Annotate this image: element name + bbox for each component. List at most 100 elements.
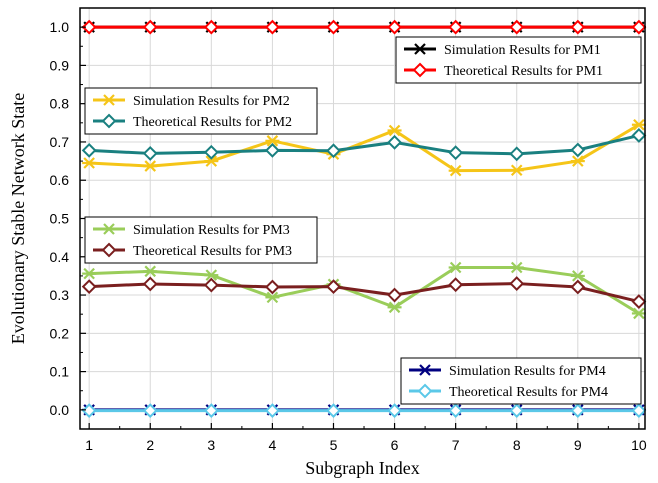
marker-stroke [572, 270, 584, 282]
x-tick-label: 8 [513, 437, 521, 453]
data-point [81, 19, 97, 35]
data-point [142, 19, 158, 35]
data-point [509, 164, 524, 177]
marker-stroke [205, 269, 218, 281]
legend-label: Simulation Results for PM3 [133, 223, 290, 238]
data-point [448, 403, 464, 419]
legend-box [395, 36, 642, 84]
y-tick-label: 0.3 [50, 287, 70, 303]
data-point [509, 19, 525, 35]
data-point [143, 265, 158, 278]
y-tick-label: 0.5 [50, 211, 70, 227]
data-point [204, 269, 219, 281]
data-point [387, 19, 402, 35]
data-point [265, 135, 280, 147]
legend-entry: Theoretical Results for PM4 [409, 383, 608, 400]
marker-stroke [633, 118, 645, 131]
series-4 [81, 128, 647, 162]
legend-entry: Theoretical Results for PM1 [404, 62, 603, 79]
data-point [326, 403, 341, 419]
y-tick-label: 0.8 [50, 96, 70, 112]
marker-stroke [103, 94, 115, 106]
data-point [631, 19, 647, 35]
marker-stroke [144, 160, 157, 172]
legend-swatch-marker [101, 242, 117, 258]
y-tick-label: 1.0 [50, 19, 70, 35]
data-point [204, 155, 219, 167]
data-point [326, 279, 341, 295]
legend-label: Simulation Results for PM4 [449, 364, 606, 379]
legend-entry: Simulation Results for PM4 [409, 364, 606, 379]
series-line [89, 265, 640, 315]
marker-stroke [83, 267, 95, 280]
x-tick-label: 10 [631, 437, 647, 453]
data-point [82, 267, 97, 280]
data-point [631, 118, 646, 131]
legend-label: Simulation Results for PM1 [444, 43, 601, 58]
data-point [82, 157, 97, 169]
marker-stroke [83, 157, 95, 169]
data-point [509, 276, 525, 291]
data-point [387, 403, 402, 419]
data-point [264, 279, 280, 295]
legend-box [84, 87, 318, 135]
data-point [448, 277, 464, 293]
data-point [509, 146, 525, 162]
legend-label: Simulation Results for PM2 [133, 94, 290, 109]
data-point [142, 146, 158, 161]
data-point [570, 155, 585, 167]
legend-entry: Simulation Results for PM2 [93, 94, 290, 109]
ticks: 1 2 3 4 5 6 7 8 9 10 0.0 0.1 0.2 0.3 0.4 0.5 0.6 0.7 0.8 0.… [50, 7, 647, 453]
data-point [81, 142, 97, 158]
data-point [570, 270, 585, 282]
data-point [143, 160, 158, 172]
marker-stroke [388, 124, 401, 137]
data-point [264, 142, 280, 158]
data-point [570, 19, 586, 35]
data-point [203, 277, 219, 293]
x-tick-label: 2 [146, 437, 154, 453]
series-line [89, 133, 640, 156]
legend-top-right: Simulation Results for PM1 Theoretical Re… [395, 36, 642, 84]
data-point [203, 144, 219, 160]
series-5 [82, 261, 646, 320]
data-point [387, 287, 402, 303]
y-tick-label: 0.9 [50, 57, 70, 73]
series-line [89, 282, 640, 304]
x-tick-label: 9 [574, 437, 582, 453]
legend-swatch-marker [102, 223, 116, 235]
legend-label: Theoretical Results for PM1 [444, 64, 603, 79]
data-point [448, 19, 464, 35]
y-tick-label: 0.1 [50, 364, 70, 380]
y-tick-label: 0.2 [50, 325, 70, 341]
x-tick-label: 7 [452, 437, 460, 453]
series-line [89, 123, 640, 173]
marker-stroke [419, 364, 431, 376]
data-point [570, 142, 586, 158]
y-tick-label: 0.4 [50, 249, 70, 265]
marker-stroke [144, 265, 157, 278]
marker-stroke [266, 135, 279, 147]
series-2 [81, 19, 647, 35]
data-point [326, 19, 341, 35]
series-8 [81, 403, 647, 419]
legend-bottom-right: Simulation Results for PM4 Theoretical Re… [400, 357, 642, 405]
data-point [509, 261, 524, 274]
data-point [631, 294, 647, 309]
data-point [387, 301, 402, 314]
data-point [264, 403, 280, 419]
legend-upper-left: Simulation Results for PM2 Theoretical Re… [84, 87, 318, 135]
legend-label: Theoretical Results for PM3 [133, 244, 292, 259]
legend-swatch-marker [417, 383, 433, 399]
y-tick-label: 0.0 [50, 402, 70, 418]
legend-entry: Simulation Results for PM1 [404, 43, 601, 58]
marker-stroke [388, 301, 401, 314]
data-point [448, 164, 463, 177]
data-point [203, 403, 219, 419]
x-tick-label: 5 [330, 437, 338, 453]
data-point [448, 261, 463, 274]
marker-stroke [205, 155, 218, 167]
legend-box [400, 357, 642, 405]
marker-stroke [572, 155, 584, 167]
data-point [509, 403, 525, 419]
